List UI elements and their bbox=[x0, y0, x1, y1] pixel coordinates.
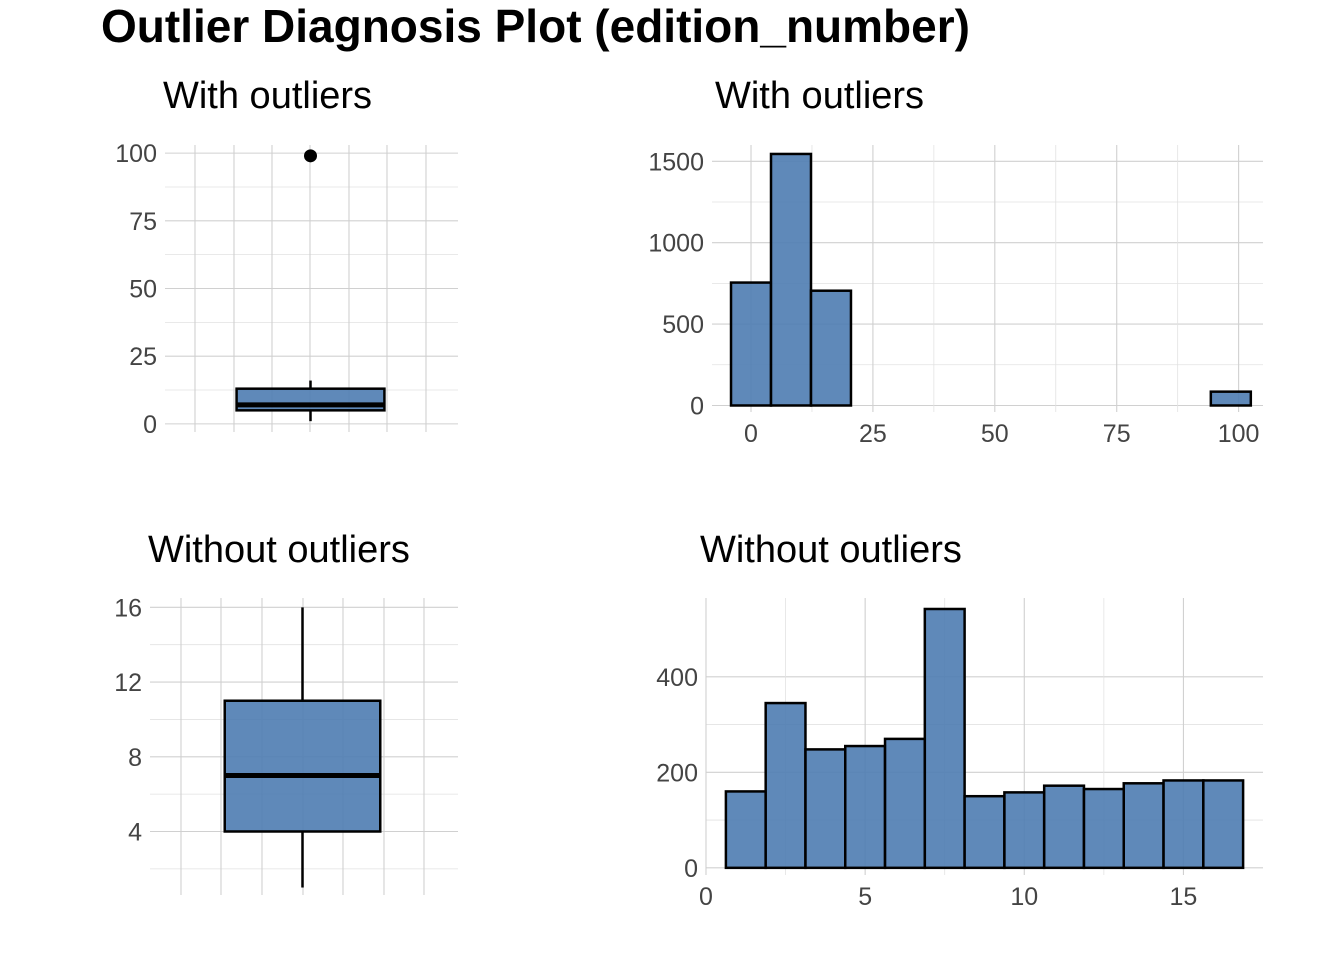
histogram-bar bbox=[963, 794, 1006, 870]
y-tick-label: 75 bbox=[129, 208, 157, 236]
x-tick-label: 50 bbox=[981, 420, 1009, 448]
y-tick-label: 1500 bbox=[648, 148, 704, 176]
histogram-bar bbox=[809, 289, 853, 407]
y-tick-label: 8 bbox=[128, 744, 142, 772]
histogram-bar bbox=[724, 790, 767, 870]
histogram-bar bbox=[883, 737, 927, 870]
x-tick-label: 0 bbox=[744, 420, 758, 448]
x-tick-label: 5 bbox=[858, 883, 872, 911]
figure-title: Outlier Diagnosis Plot (edition_number) bbox=[101, 0, 970, 52]
y-tick-label: 4 bbox=[128, 818, 142, 846]
outlier-point bbox=[304, 149, 317, 163]
panel-histogram-with-outliers: With outliers 0 500 1000 1500 0 25 50 75 100 bbox=[648, 75, 1263, 448]
panel-histogram-without-outliers: Without outliers 0 200 400 0 5 10 15 bbox=[656, 529, 1263, 911]
histogram-bar bbox=[1082, 787, 1125, 870]
histogram-bar bbox=[1003, 791, 1046, 870]
histogram-bar bbox=[769, 152, 813, 407]
y-tick-label: 0 bbox=[690, 392, 704, 420]
histogram-bar bbox=[1042, 784, 1086, 870]
histogram-bar bbox=[1122, 782, 1165, 870]
panel-boxplot-with-outliers: With outliers 0 25 50 75 100 bbox=[115, 75, 458, 439]
y-tick-label: 1000 bbox=[648, 230, 704, 258]
x-tick-label: 100 bbox=[1218, 420, 1260, 448]
y-tick-label: 50 bbox=[129, 276, 157, 304]
y-tick-label: 0 bbox=[684, 855, 698, 883]
y-tick-label: 100 bbox=[115, 140, 157, 168]
panel-title: Without outliers bbox=[700, 529, 962, 571]
x-tick-label: 15 bbox=[1170, 883, 1198, 911]
histogram-bar bbox=[729, 281, 773, 407]
panel-boxplot-without-outliers: Without outliers 4 8 12 16 bbox=[114, 529, 458, 895]
x-tick-label: 10 bbox=[1010, 883, 1038, 911]
panel-title: With outliers bbox=[715, 75, 924, 117]
histogram-bar bbox=[923, 607, 966, 870]
y-tick-label: 0 bbox=[143, 411, 157, 439]
x-tick-label: 0 bbox=[699, 883, 713, 911]
panel-title: With outliers bbox=[163, 75, 372, 117]
x-tick-label: 75 bbox=[1103, 420, 1131, 448]
y-tick-label: 200 bbox=[656, 759, 698, 787]
histogram-bar bbox=[804, 748, 847, 870]
y-tick-label: 400 bbox=[656, 664, 698, 692]
histogram-bar bbox=[1202, 779, 1245, 870]
histogram-bar bbox=[764, 701, 807, 870]
x-tick-label: 25 bbox=[859, 420, 887, 448]
y-tick-label: 16 bbox=[114, 594, 142, 622]
y-tick-label: 500 bbox=[662, 311, 704, 339]
box-iqr bbox=[223, 699, 382, 833]
y-tick-label: 25 bbox=[129, 343, 157, 371]
y-tick-label: 12 bbox=[114, 669, 142, 697]
histogram-bar bbox=[1209, 390, 1253, 407]
panel-title: Without outliers bbox=[148, 529, 410, 571]
histogram-bar bbox=[844, 744, 887, 870]
histogram-bar bbox=[1162, 779, 1205, 870]
